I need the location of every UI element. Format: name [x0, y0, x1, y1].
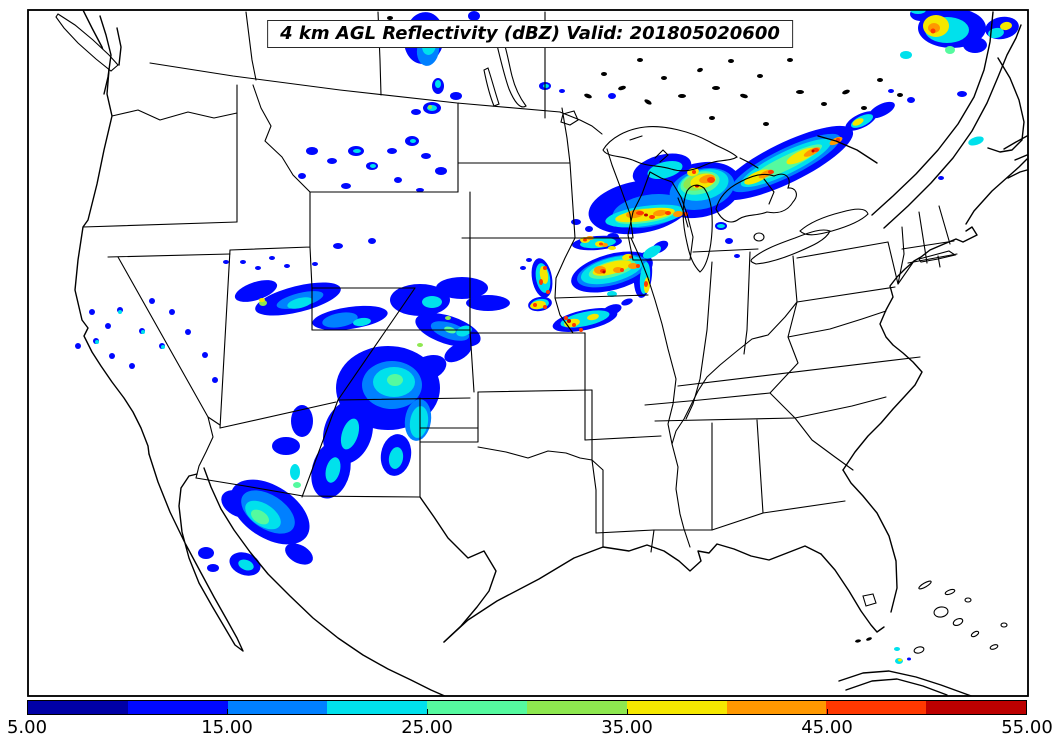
echo-great-lakes-line — [520, 101, 895, 332]
colorbar-segment-35-40dbz — [626, 701, 727, 714]
lake-okeechobee — [862, 593, 877, 607]
ottawa-river — [817, 135, 878, 164]
reflectivity-colorbar — [27, 700, 1027, 715]
colorbar-segment-40-45dbz — [726, 701, 827, 714]
colorbar-segment-50-55dbz — [926, 701, 1026, 714]
st-lawrence-river — [871, 11, 1022, 229]
colorbar-label: 35.00 — [601, 717, 653, 738]
mississippi-river — [630, 237, 691, 548]
colorbar-segment-30-35dbz — [526, 701, 627, 714]
texas-gulf-coast — [443, 546, 604, 643]
pacific-coast — [74, 10, 150, 455]
colorbar-label: 5.00 — [6, 717, 48, 738]
atlantic-coast — [842, 158, 1028, 471]
us-mexico-border — [195, 477, 421, 498]
colorbar-tick — [827, 709, 828, 714]
colorbar-tick — [427, 709, 428, 714]
colorbar-label: 55.00 — [1001, 717, 1053, 738]
colorbar-segment-20-25dbz — [327, 701, 428, 714]
colorbar-segment-5-10dbz — [28, 701, 128, 714]
ohio-river — [671, 301, 798, 445]
radar-echoes — [75, 10, 1019, 664]
colorbar-segment-25-30dbz — [427, 701, 527, 714]
echo-montana — [298, 92, 462, 249]
lakes — [387, 16, 903, 607]
mexico-mainland-coast — [203, 467, 447, 696]
us-canada-border — [149, 62, 759, 169]
echo-florida-straits — [894, 647, 911, 664]
lake-st-clair — [753, 232, 765, 242]
colorbar-label: 15.00 — [201, 717, 253, 738]
lake-superior — [602, 126, 738, 172]
vancouver-island — [55, 13, 119, 72]
figure-title: 4 km AGL Reflectivity (dBZ) Valid: 20180… — [280, 23, 780, 44]
colorbar-segment-15-20dbz — [227, 701, 328, 714]
echo-quebec — [888, 10, 1019, 180]
baja-california — [148, 453, 244, 652]
gaspe-coast — [987, 57, 1028, 179]
echo-four-corners — [75, 256, 510, 576]
state-boundaries — [82, 11, 958, 553]
lake-of-the-woods — [560, 110, 579, 126]
lake-huron — [715, 173, 797, 223]
colorbar-label: 25.00 — [401, 717, 453, 738]
lake-erie — [750, 229, 831, 265]
rio-grande — [419, 496, 497, 643]
colorbar-tick — [227, 709, 228, 714]
title-box: 4 km AGL Reflectivity (dBZ) Valid: 20180… — [267, 20, 793, 48]
cuba-coast — [838, 670, 974, 696]
florida-coast — [820, 469, 898, 633]
coastlines — [55, 10, 1028, 696]
lake-michigan — [682, 184, 713, 273]
colorbar-tick — [627, 709, 628, 714]
map-frame-stroke — [27, 9, 1029, 697]
colorbar-segment-10-15dbz — [127, 701, 228, 714]
colorbar-segment-45-50dbz — [826, 701, 927, 714]
lake-ontario — [799, 208, 869, 236]
gulf-coast — [602, 543, 822, 572]
colorbar-label: 45.00 — [801, 717, 853, 738]
puget-sound — [99, 15, 122, 95]
